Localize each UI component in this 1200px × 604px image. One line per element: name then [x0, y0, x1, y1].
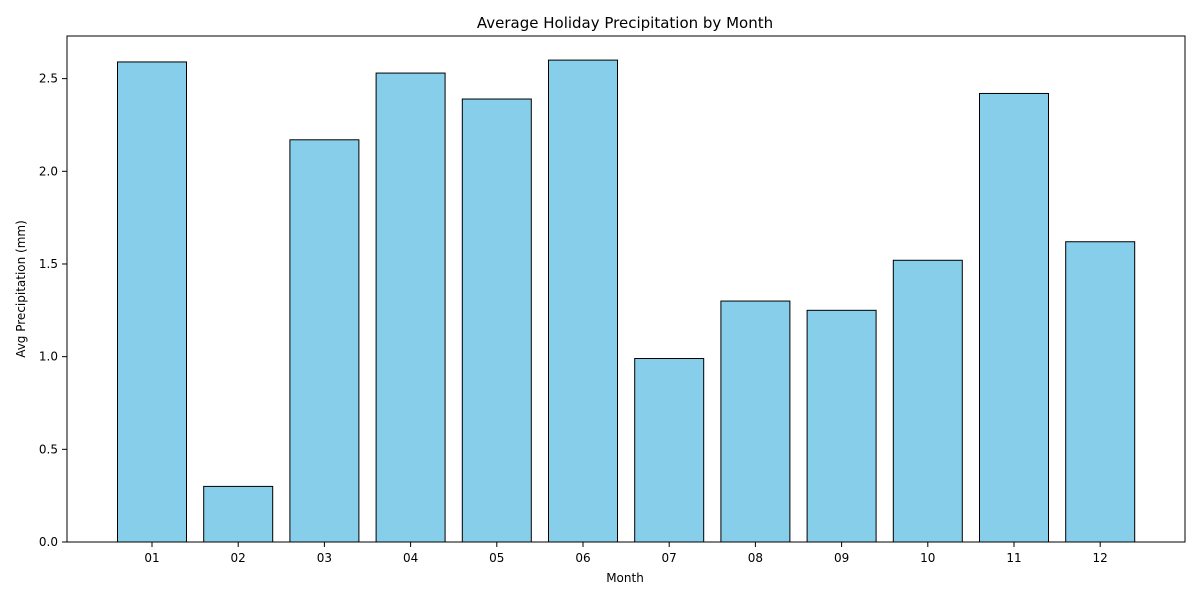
plot-frame	[66, 35, 1186, 543]
y-axis-label: Avg Precipitation (mm)	[14, 220, 28, 358]
x-tick-label: 05	[489, 551, 504, 565]
bar-09	[806, 309, 877, 543]
x-tick-label: 09	[834, 551, 849, 565]
bar-11	[979, 92, 1049, 543]
chart-title: Average Holiday Precipitation by Month	[477, 14, 773, 32]
bar-01	[117, 61, 187, 543]
y-tick-label: 1.5	[39, 257, 58, 271]
x-tick-label: 11	[1006, 551, 1021, 565]
x-tick-label: 07	[662, 551, 677, 565]
x-tick-label: 08	[748, 551, 763, 565]
y-tick-label: 2.5	[39, 72, 58, 86]
x-tick-label: 12	[1093, 551, 1108, 565]
x-tick-label: 10	[920, 551, 935, 565]
bar-10	[892, 259, 963, 543]
y-tick-label: 1.0	[39, 350, 58, 364]
y-tick-label: 2.0	[39, 164, 58, 178]
x-tick-label: 03	[317, 551, 332, 565]
bar-06	[548, 59, 618, 543]
bar-05	[461, 98, 532, 543]
bar-07	[634, 358, 705, 543]
x-axis-label: Month	[606, 571, 644, 585]
y-tick-label: 0.5	[39, 442, 58, 456]
bar-12	[1065, 241, 1136, 543]
x-tick-label: 02	[231, 551, 246, 565]
bar-03	[289, 139, 360, 543]
y-tick-label: 0.0	[39, 535, 58, 549]
x-tick-label: 06	[575, 551, 590, 565]
bar-08	[720, 300, 791, 543]
x-tick-label: 04	[403, 551, 418, 565]
x-tick-label: 01	[144, 551, 159, 565]
bar-04	[375, 72, 446, 543]
plot-area: 0.0 0.5 1.0 1.5 2.0 2.5 01 02 03 04 05 06 07 08 09 10 11…	[39, 35, 1186, 565]
bar-02	[203, 485, 274, 543]
